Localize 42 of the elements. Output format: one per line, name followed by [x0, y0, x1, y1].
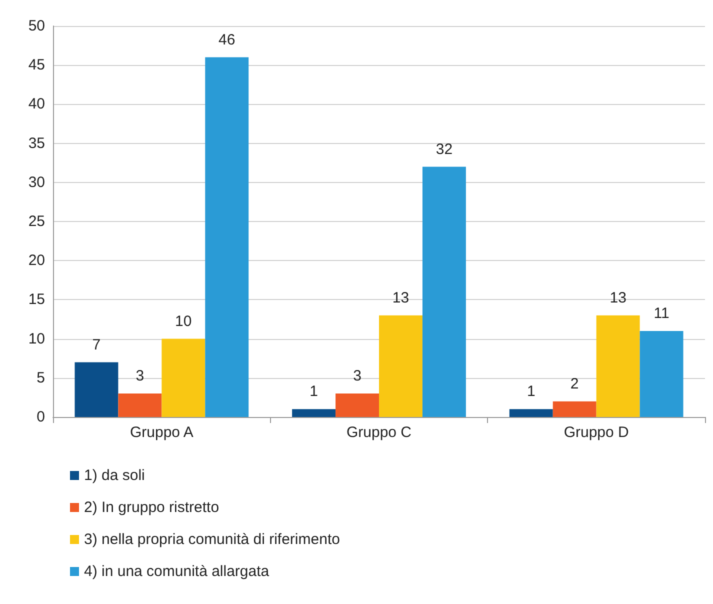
x-tick-label: Gruppo A	[130, 424, 194, 441]
y-tick-label: 50	[28, 18, 45, 34]
bar	[552, 401, 596, 417]
bar	[162, 338, 206, 417]
y-tick-label: 10	[28, 330, 45, 348]
data-label: 3	[136, 368, 144, 385]
data-label: 13	[392, 289, 410, 306]
bar	[205, 57, 249, 417]
y-tick-label: 30	[28, 174, 45, 191]
data-label: 32	[436, 140, 453, 158]
data-label: 7	[92, 336, 101, 354]
x-tick-label: Gruppo D	[564, 424, 630, 441]
data-label: 1	[526, 383, 536, 400]
bar	[379, 315, 422, 417]
bar	[292, 409, 336, 417]
legend-label: 4) in una comunità allargata	[84, 563, 270, 580]
y-tick-label: 20	[28, 252, 45, 270]
data-label: 2	[570, 375, 579, 392]
x-tick-label: Gruppo C	[346, 424, 412, 441]
legend-label: 3) nella propria comunità di riferimento	[84, 531, 340, 548]
y-tick-label: 35	[28, 134, 45, 152]
bar	[422, 166, 466, 417]
data-label: 1	[310, 383, 318, 400]
y-tick-label: 25	[28, 213, 45, 230]
y-tick-label: 0	[36, 408, 45, 426]
bar	[336, 394, 379, 417]
legend-label: 1) da soli	[84, 467, 145, 484]
bar	[640, 330, 684, 417]
bar	[118, 394, 162, 417]
legend-label: 2) In gruppo ristretto	[84, 499, 220, 516]
data-label: 3	[353, 368, 362, 385]
bar	[596, 315, 640, 417]
y-tick-label: 40	[28, 96, 45, 113]
data-label: 46	[218, 31, 236, 48]
y-tick-label: 5	[36, 369, 45, 386]
data-label: 10	[175, 312, 192, 330]
y-tick-label: 15	[28, 291, 45, 308]
bar	[509, 409, 553, 417]
y-tick-label: 45	[28, 56, 45, 74]
bar	[74, 362, 118, 417]
data-label: 11	[654, 304, 670, 322]
data-label: 13	[610, 289, 626, 306]
